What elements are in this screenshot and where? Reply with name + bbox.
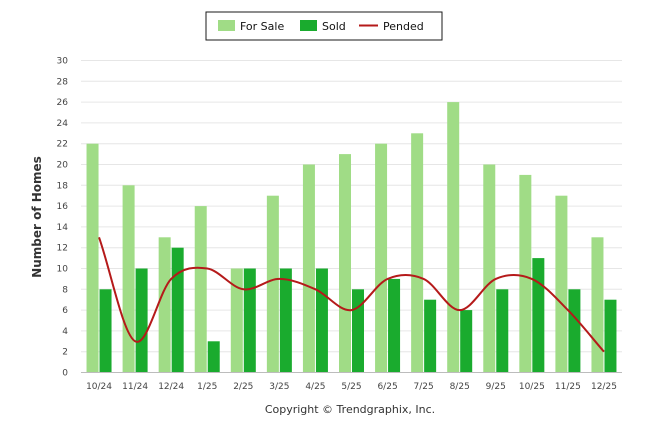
bar-sold <box>604 299 617 373</box>
y-tick-label: 18 <box>57 181 69 191</box>
bar-sold <box>99 289 112 373</box>
bar-for-sale <box>555 195 568 373</box>
y-tick-label: 0 <box>62 369 68 379</box>
bar-sold <box>532 258 545 373</box>
x-tick-label: 11/25 <box>555 382 581 392</box>
bar-sold <box>315 268 328 373</box>
x-tick-label: 9/25 <box>486 382 506 392</box>
bar-for-sale <box>375 143 388 373</box>
x-tick-label: 12/25 <box>591 382 617 392</box>
bar-sold <box>279 268 292 373</box>
x-tick-label: 5/25 <box>341 382 361 392</box>
bar-sold <box>352 289 364 373</box>
bar-for-sale <box>483 164 496 373</box>
y-tick-label: 12 <box>57 244 68 254</box>
y-tick-label: 30 <box>57 57 69 67</box>
legend-label-for-sale: For Sale <box>240 20 284 33</box>
copyright-text: Copyright © Trendgraphix, Inc. <box>265 403 435 416</box>
bar-for-sale <box>86 143 99 373</box>
bar-sold <box>171 247 184 373</box>
y-tick-label: 10 <box>57 265 69 275</box>
bar-for-sale <box>302 164 315 373</box>
bar-for-sale <box>411 133 424 373</box>
bar-for-sale <box>194 206 207 373</box>
y-tick-label: 22 <box>57 140 68 150</box>
bar-sold <box>424 299 437 373</box>
y-tick-label: 14 <box>57 223 69 233</box>
x-axis-ticks: 10/24 11/24 12/24 1/25 2/25 3/25 4/25 5/25 6/25 7… <box>86 382 617 392</box>
bar-sold <box>135 268 148 373</box>
bar-sold <box>496 289 509 373</box>
legend-label-pended: Pended <box>383 20 424 33</box>
y-tick-label: 24 <box>57 119 69 129</box>
y-tick-label: 8 <box>62 285 68 295</box>
bar-sold <box>460 310 473 373</box>
bar-sold <box>388 278 401 373</box>
x-tick-label: 7/25 <box>414 382 434 392</box>
legend-box <box>205 11 443 41</box>
x-tick-label: 3/25 <box>269 382 289 392</box>
x-tick-label: 8/25 <box>450 382 470 392</box>
bar-sold <box>243 268 256 373</box>
y-tick-label: 28 <box>57 77 69 87</box>
y-axis-label: Number of Homes <box>30 156 44 278</box>
legend-label-sold: Sold <box>322 20 346 33</box>
bar-for-sale <box>158 237 171 373</box>
x-tick-label: 6/25 <box>377 382 397 392</box>
pended-line-layer <box>98 236 605 353</box>
x-tick-label: 10/25 <box>519 382 545 392</box>
legend-swatch-for-sale <box>218 20 235 31</box>
bar-for-sale <box>519 174 532 373</box>
bar-for-sale <box>339 154 351 373</box>
grid-lines <box>81 60 622 353</box>
x-tick-label: 1/25 <box>197 382 217 392</box>
y-tick-label: 16 <box>57 202 69 212</box>
y-tick-label: 20 <box>57 161 69 171</box>
x-tick-label: 11/24 <box>122 382 148 392</box>
y-tick-label: 4 <box>62 327 68 337</box>
x-tick-label: 2/25 <box>233 382 253 392</box>
bars <box>86 102 617 373</box>
x-tick-label: 12/24 <box>158 382 184 392</box>
bar-sold <box>568 289 581 373</box>
legend: For Sale Sold Pended <box>205 11 443 41</box>
legend-swatch-sold <box>300 20 317 31</box>
x-tick-label: 10/24 <box>86 382 112 392</box>
bar-for-sale <box>230 268 243 373</box>
y-tick-label: 2 <box>62 348 68 358</box>
bar-for-sale <box>591 237 604 373</box>
y-tick-label: 6 <box>62 306 68 316</box>
bar-for-sale <box>266 195 279 373</box>
bar-for-sale <box>447 102 460 373</box>
bar-sold <box>207 341 220 373</box>
y-tick-label: 26 <box>57 98 69 108</box>
bar-for-sale <box>122 185 135 373</box>
x-tick-label: 4/25 <box>305 382 325 392</box>
line-pended <box>98 236 605 353</box>
